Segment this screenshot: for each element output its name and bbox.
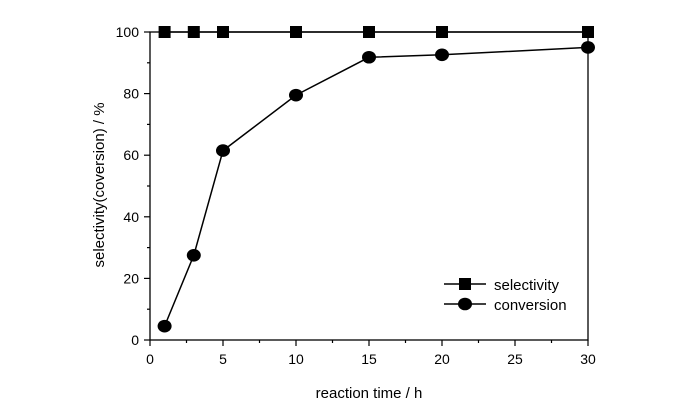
conversion-point [186, 249, 201, 262]
legend-marker-conversion [458, 297, 472, 311]
y-axis-ticks: 0 20 40 60 80 100 [116, 24, 150, 348]
y-tick-label: 100 [116, 24, 140, 40]
selectivity-point [582, 26, 594, 38]
x-tick-label: 20 [434, 351, 450, 367]
x-tick-label: 10 [288, 351, 304, 367]
conversion-point [289, 88, 303, 102]
y-tick-label: 20 [123, 270, 139, 286]
y-axis-label: selectivity(coversion) / % [91, 102, 108, 267]
legend-label-conversion: conversion [494, 297, 567, 314]
conversion-point [435, 48, 449, 62]
legend: selectivity conversion [444, 277, 567, 314]
x-tick-label: 15 [361, 351, 377, 367]
x-tick-label: 25 [507, 351, 523, 367]
conversion-point [581, 41, 595, 54]
x-tick-label: 5 [219, 351, 227, 367]
conversion-point [157, 319, 172, 333]
conversion-point [216, 144, 230, 157]
x-tick-label: 0 [146, 351, 154, 367]
selectivity-point [290, 26, 302, 38]
y-tick-label: 0 [131, 332, 139, 348]
legend-label-selectivity: selectivity [494, 277, 560, 294]
y-tick-label: 60 [123, 147, 139, 163]
y-tick-label: 80 [123, 86, 139, 102]
selectivity-point [436, 26, 448, 38]
y-tick-label: 40 [123, 209, 139, 225]
selectivity-point [158, 26, 171, 38]
x-tick-label: 30 [580, 351, 596, 367]
x-axis-label: reaction time / h [316, 385, 423, 402]
conversion-point [362, 50, 376, 64]
selectivity-point [187, 26, 200, 38]
selectivity-point [217, 26, 229, 38]
x-axis-ticks: 0 5 10 15 20 25 30 [146, 340, 596, 367]
legend-marker-selectivity [459, 278, 471, 290]
selectivity-point [363, 26, 375, 38]
series-layer [157, 26, 595, 333]
